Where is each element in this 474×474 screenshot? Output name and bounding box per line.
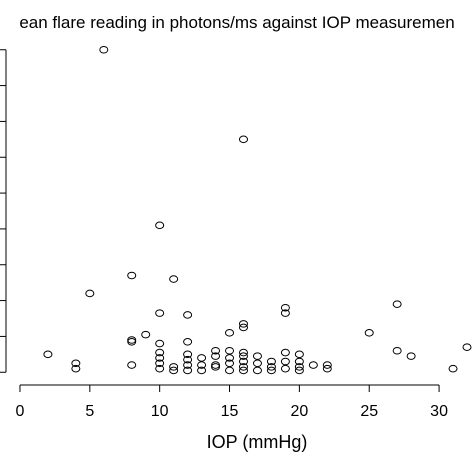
data-point-0-63 (322, 364, 332, 373)
data-point-0-15 (155, 359, 165, 368)
data-point-0-60 (294, 366, 304, 375)
x-tick-label-2: 10 (151, 403, 169, 420)
data-point-0-31 (211, 363, 221, 371)
data-point-0-25 (183, 366, 193, 375)
data-point-0-43 (238, 357, 248, 366)
data-point-0-58 (294, 357, 304, 366)
data-point-0-57 (294, 350, 304, 359)
data-point-0-29 (211, 352, 221, 360)
data-point-0-12 (155, 339, 165, 348)
data-point-0-4 (99, 45, 109, 54)
data-point-0-55 (280, 357, 290, 366)
data-point-0-27 (197, 361, 207, 369)
data-point-0-24 (183, 361, 193, 369)
data-point-0-5 (127, 271, 137, 280)
data-point-0-8 (127, 361, 137, 369)
data-point-0-54 (280, 348, 290, 357)
data-point-0-18 (169, 363, 179, 371)
data-point-0-52 (280, 303, 290, 312)
data-point-0-7 (127, 336, 137, 344)
data-point-0-50 (266, 363, 276, 371)
data-point-0-13 (155, 348, 165, 357)
x-tick-label-4: 20 (290, 403, 308, 420)
data-point-0-19 (169, 366, 179, 375)
data-point-0-68 (448, 364, 458, 373)
data-point-0-6 (127, 337, 137, 346)
data-point-0-14 (155, 354, 165, 362)
data-point-0-11 (155, 309, 165, 317)
data-point-0-0 (43, 350, 53, 359)
data-point-0-28 (197, 366, 207, 375)
data-point-0-61 (308, 361, 318, 369)
data-point-0-47 (252, 359, 262, 368)
data-point-0-41 (238, 348, 248, 357)
data-point-0-3 (85, 289, 95, 298)
data-points (43, 45, 472, 375)
data-point-0-22 (183, 350, 193, 359)
data-point-0-46 (252, 352, 262, 360)
chart-title: ean flare reading in photons/ms against … (19, 13, 454, 32)
data-point-0-2 (71, 364, 81, 373)
x-tick-label-5: 25 (360, 403, 378, 420)
data-point-0-17 (169, 275, 179, 283)
data-point-0-40 (238, 323, 248, 332)
data-point-0-67 (406, 352, 416, 360)
data-point-0-44 (238, 363, 248, 371)
x-tick-label-1: 5 (85, 403, 94, 420)
data-point-0-34 (225, 346, 235, 355)
data-point-0-32 (211, 346, 221, 355)
data-point-0-53 (280, 309, 290, 317)
data-point-0-1 (71, 359, 81, 368)
data-point-0-62 (322, 361, 332, 369)
data-point-0-36 (225, 359, 235, 368)
data-point-0-37 (225, 366, 235, 375)
x-tick-label-3: 15 (221, 403, 239, 420)
data-point-0-49 (266, 357, 276, 366)
x-axis-label: IOP (mmHg) (207, 432, 308, 452)
data-point-0-65 (392, 300, 402, 308)
data-point-0-21 (183, 337, 193, 346)
y-axis (0, 49, 7, 373)
x-axis: 0 5 10 15 20 25 30 (16, 384, 448, 420)
data-point-0-64 (364, 329, 374, 337)
x-tick-label-0: 0 (16, 403, 25, 420)
data-point-0-56 (280, 364, 290, 373)
data-point-0-9 (141, 330, 151, 339)
data-point-0-39 (238, 320, 248, 328)
data-point-0-30 (211, 361, 221, 369)
data-point-0-33 (225, 329, 235, 337)
data-point-0-48 (252, 366, 262, 375)
data-point-0-20 (183, 311, 193, 319)
data-point-0-51 (266, 366, 276, 375)
data-point-0-35 (225, 354, 235, 362)
data-point-0-26 (197, 354, 207, 362)
x-tick-label-6: 30 (430, 403, 448, 420)
data-point-0-69 (462, 343, 472, 351)
data-point-0-45 (238, 366, 248, 375)
data-point-0-16 (155, 364, 165, 373)
data-point-0-38 (238, 135, 248, 144)
data-point-0-59 (294, 363, 304, 371)
data-point-0-10 (155, 221, 165, 230)
data-point-0-23 (183, 355, 193, 364)
data-point-0-42 (238, 352, 248, 360)
data-point-0-66 (392, 346, 402, 355)
